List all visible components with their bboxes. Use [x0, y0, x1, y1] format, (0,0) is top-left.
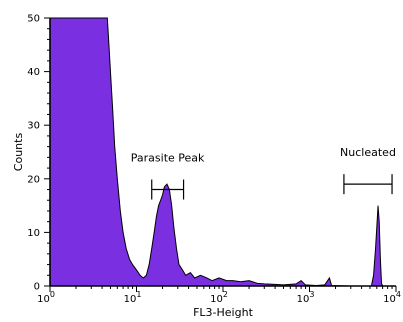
x-tick-label: 102 — [210, 290, 228, 305]
gate-label-nucleated: Nucleated — [340, 146, 396, 159]
ticks-layer: 0 10 20 30 40 50 100 101 102 103 104 — [27, 14, 401, 306]
gate-label-parasite-peak: Parasite Peak — [131, 152, 205, 165]
x-tick-label: 100 — [37, 290, 55, 305]
y-axis-label: Counts — [12, 133, 25, 172]
gates-layer — [151, 174, 393, 200]
x-tick-label: 103 — [297, 290, 315, 305]
y-tick-label: 50 — [27, 14, 40, 25]
y-tick-label: 20 — [27, 174, 40, 185]
y-tick-label: 10 — [27, 228, 40, 239]
y-tick-label: 40 — [27, 67, 40, 78]
x-tick-label: 101 — [124, 290, 142, 305]
y-tick-label: 0 — [34, 282, 40, 293]
x-tick-label: 104 — [383, 290, 401, 305]
y-tick-label: 30 — [27, 121, 40, 132]
x-axis-label: FL3-Height — [193, 306, 253, 319]
